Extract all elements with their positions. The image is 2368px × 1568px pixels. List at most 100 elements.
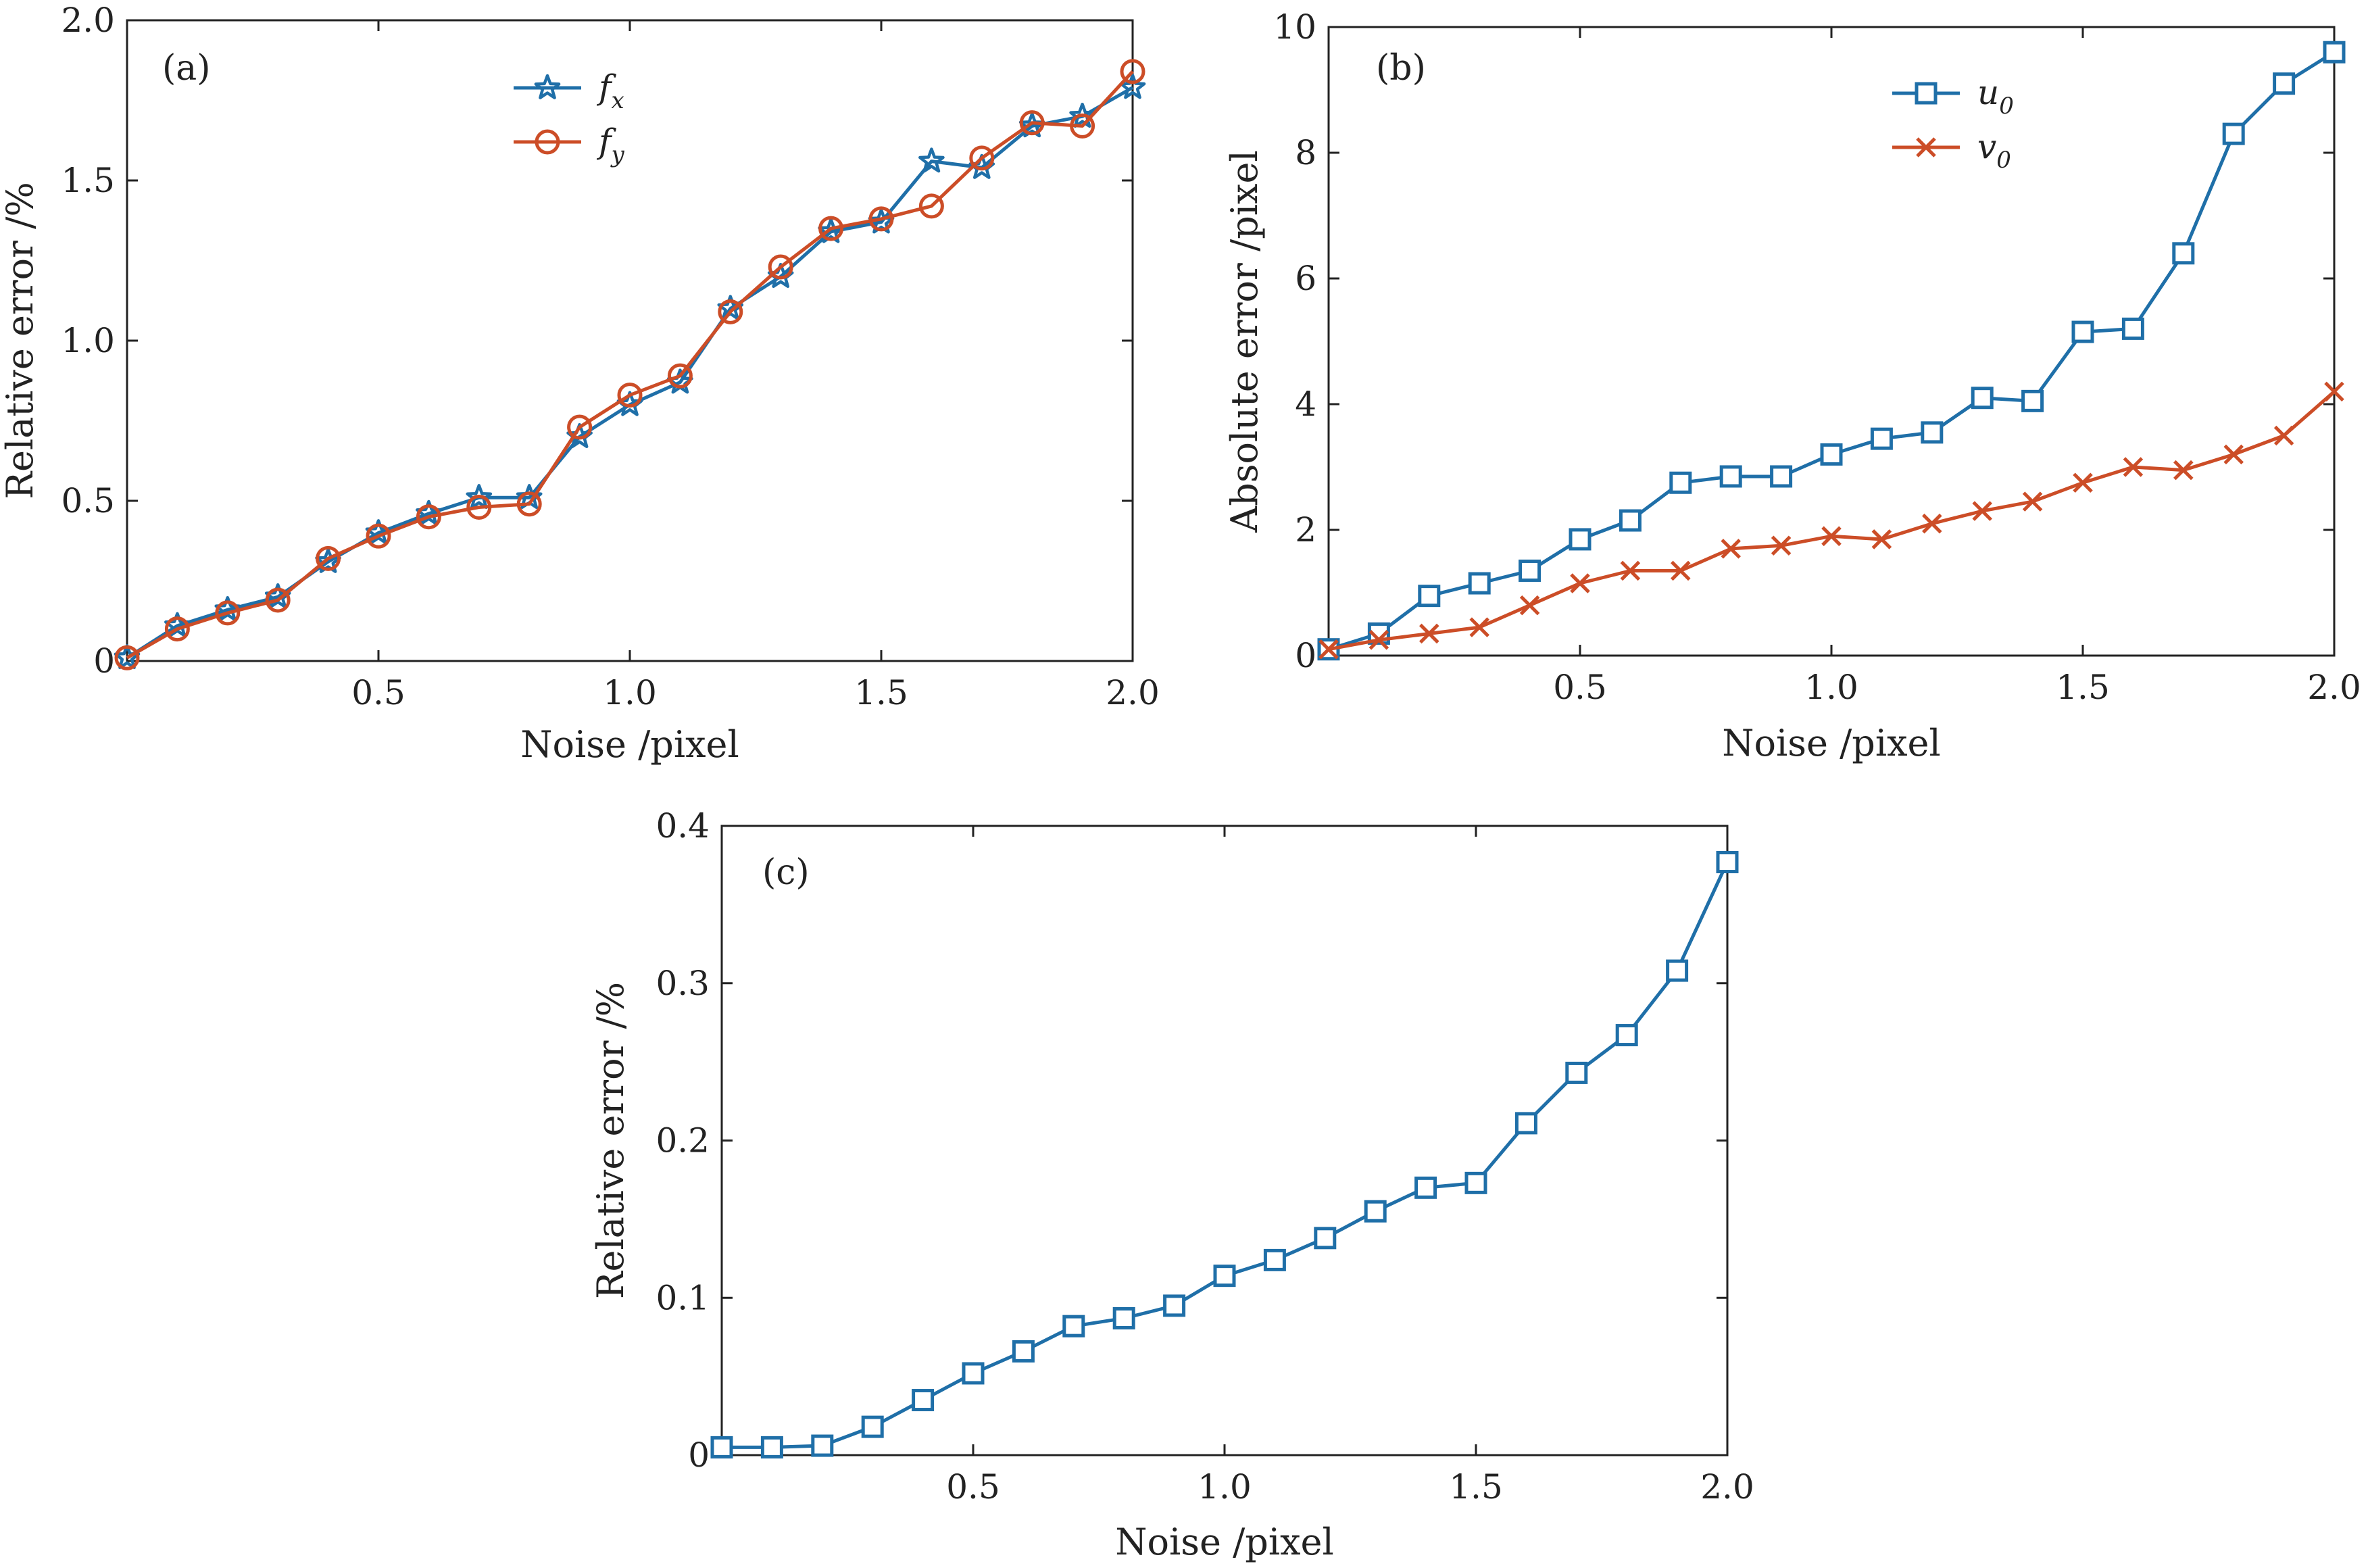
panel-a: 0.5 1.0 1.5 2.0 0 0.5 1.0 1.5 2.0 Noise /pixel Rel… (0, 1, 1160, 766)
y-tick-label: 8 (1295, 133, 1316, 172)
data-point (2323, 41, 2346, 64)
legend: u0 v0 (1892, 73, 2014, 174)
plot-frame (126, 19, 1134, 662)
data-point (962, 1362, 985, 1385)
data-point (1565, 1061, 1588, 1084)
data-point (114, 645, 140, 670)
data-point (811, 1434, 834, 1457)
data-point (1519, 595, 1540, 616)
x-tick-label: 1.0 (1804, 668, 1858, 707)
panel-label: (b) (1376, 48, 1426, 89)
legend-marker (1915, 82, 1938, 105)
data-point (868, 206, 894, 232)
data-point (316, 545, 341, 571)
x-tick-label: 2.0 (1700, 1467, 1754, 1506)
data-point (1820, 443, 1843, 466)
data-point (215, 600, 241, 626)
data-point (164, 616, 190, 642)
y-tick-label: 6 (1295, 259, 1316, 298)
data-point (1870, 427, 1893, 450)
data-point (818, 216, 844, 241)
legend-entry: v0 (1977, 127, 2011, 174)
data-point (1821, 526, 1842, 547)
data-point (1119, 74, 1146, 99)
data-point (1364, 1200, 1387, 1223)
data-point (1469, 617, 1489, 637)
data-point (2172, 242, 2195, 265)
data-point (1464, 1171, 1487, 1194)
legend-label: u (1977, 73, 1999, 112)
data-point (718, 299, 743, 324)
x-tick-label: 1.5 (854, 673, 908, 712)
data-point (969, 145, 995, 171)
data-point (1414, 1176, 1437, 1199)
data-point (918, 193, 944, 219)
data-point (466, 484, 493, 510)
x-tick-label: 2.0 (2307, 668, 2361, 707)
data-point (366, 523, 391, 549)
legend-subscript: x (612, 87, 624, 114)
data-point (1972, 501, 1992, 521)
data-point (1318, 639, 1339, 660)
series-v0 (1318, 381, 2344, 660)
data-point (2273, 425, 2294, 446)
y-tick-label: 10 (1273, 7, 1316, 47)
panel-label: (a) (162, 48, 211, 89)
series-line (126, 70, 1134, 660)
data-point (2324, 381, 2344, 402)
data-point (2273, 72, 2296, 95)
plot-frame (720, 825, 1729, 1456)
data-point (466, 494, 492, 520)
data-point (1519, 559, 1541, 582)
data-point (1314, 1227, 1337, 1250)
data-point (667, 363, 693, 389)
panel-label: (c) (762, 852, 810, 893)
panel-c: 0.5 1.0 1.5 2.0 0 0.1 0.2 0.3 0.4 Noise /pixel Rel… (589, 806, 1754, 1563)
y-tick-label: 0.3 (656, 964, 710, 1003)
data-point (315, 547, 341, 573)
y-tick-label: 1.0 (61, 321, 115, 360)
data-point (1669, 471, 1692, 494)
data-point (2121, 317, 2144, 340)
legend: fx fy (514, 68, 625, 168)
data-point (1671, 560, 1691, 581)
y-tick-label: 0.4 (656, 806, 710, 846)
legend-marker (1916, 137, 1936, 157)
legend-entry: u0 (1977, 73, 2014, 120)
y-axis-title: Absolute error /pixel (1223, 150, 1266, 533)
data-point (1721, 539, 1741, 559)
data-point (567, 414, 593, 440)
series-line (1328, 51, 2336, 652)
data-point (1163, 1294, 1186, 1317)
legend-entry: fy (596, 122, 625, 168)
y-tick-label: 0.1 (656, 1278, 710, 1317)
series-main (710, 851, 1739, 1459)
data-point (2021, 389, 2044, 412)
data-point (1569, 528, 1592, 551)
plot-frame (1327, 26, 2336, 657)
x-tick-label: 0.5 (946, 1467, 1000, 1506)
data-point (1418, 585, 1441, 608)
data-point (1971, 387, 1994, 410)
series-line (1328, 390, 2336, 652)
data-point (1468, 572, 1491, 595)
data-point (516, 491, 542, 517)
x-tick-label: 2.0 (1106, 673, 1160, 712)
x-tick-label: 1.0 (1198, 1467, 1252, 1506)
legend-marker (534, 74, 561, 99)
data-point (265, 587, 291, 613)
data-point (1368, 629, 1389, 650)
data-point (1666, 959, 1689, 982)
y-tick-label: 0 (1295, 636, 1316, 675)
data-point (1922, 513, 1942, 534)
y-tick-label: 1.5 (61, 161, 115, 200)
x-tick-label: 1.0 (603, 673, 657, 712)
data-point (2173, 460, 2194, 481)
data-point (861, 1415, 884, 1438)
data-point (1419, 623, 1439, 644)
data-point (2223, 444, 2244, 465)
legend-entry: fx (596, 68, 624, 114)
y-tick-label: 0.2 (656, 1121, 710, 1160)
y-tick-label: 4 (1295, 385, 1316, 424)
x-axis-title: Noise /pixel (1722, 722, 1941, 764)
